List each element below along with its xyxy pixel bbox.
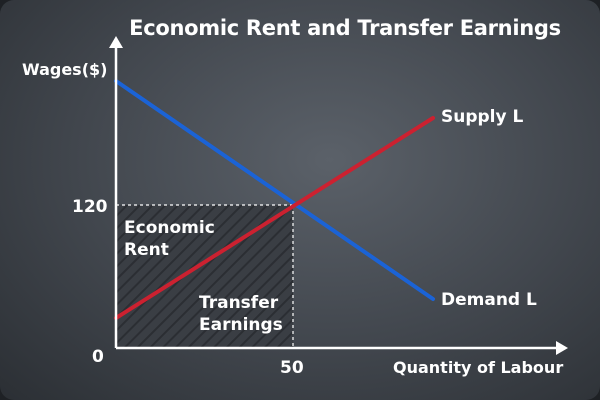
transfer-earnings-label-line2: Earnings [199, 315, 283, 335]
transfer-earnings-label-line1: Transfer [199, 293, 279, 313]
economic-rent-label-line2: Rent [124, 240, 169, 260]
demand-curve [114, 79, 435, 301]
x-axis-arrow-icon [556, 341, 568, 355]
y-axis-label: Wages($) [22, 60, 107, 79]
diagram-title: Economic Rent and Transfer Earnings [129, 16, 561, 40]
x-axis-label: Quantity of Labour [393, 358, 563, 377]
hatched-area [116, 205, 293, 348]
wage-tick-label: 120 [72, 197, 108, 217]
y-axis-arrow-icon [109, 36, 123, 48]
supply-curve-label: Supply L [441, 107, 524, 127]
economic-rent-label-line1: Economic [124, 218, 215, 238]
supply-curve [114, 116, 435, 320]
origin-label: 0 [92, 347, 104, 367]
demand-curve-label: Demand L [441, 290, 537, 310]
quantity-tick-label: 50 [280, 358, 304, 378]
